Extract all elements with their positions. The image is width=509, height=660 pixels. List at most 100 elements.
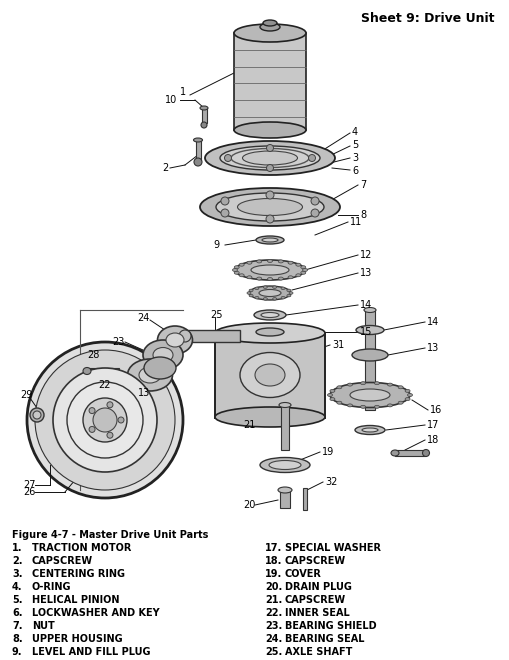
Circle shape [310,209,319,217]
Ellipse shape [360,405,365,409]
Text: COVER: COVER [285,569,321,579]
Ellipse shape [254,287,259,290]
Bar [234,33,305,130]
Text: CAPSCREW: CAPSCREW [285,556,346,566]
Ellipse shape [354,426,384,434]
Text: 11: 11 [349,217,361,227]
Ellipse shape [254,296,259,299]
Text: 23: 23 [112,337,124,347]
Text: 24.: 24. [265,634,281,644]
Ellipse shape [267,259,272,263]
Bar [302,488,306,510]
Ellipse shape [268,461,300,469]
Ellipse shape [387,404,392,407]
Ellipse shape [144,357,176,379]
Bar [195,140,201,160]
Text: 7: 7 [359,180,365,190]
Circle shape [89,408,95,414]
Ellipse shape [219,146,319,170]
Text: 23.: 23. [265,621,281,631]
Text: 24: 24 [137,313,149,323]
Text: HELICAL PINION: HELICAL PINION [32,595,119,605]
Text: 5: 5 [351,140,357,150]
Text: BEARING SEAL: BEARING SEAL [285,634,364,644]
Ellipse shape [278,277,283,280]
Ellipse shape [240,352,299,397]
Text: 3.: 3. [12,569,22,579]
Circle shape [266,145,273,152]
Text: LOCKWASHER AND KEY: LOCKWASHER AND KEY [32,608,159,618]
Circle shape [83,398,127,442]
Bar [279,490,290,508]
Text: CAPSCREW: CAPSCREW [285,595,346,605]
Ellipse shape [253,310,286,320]
Circle shape [33,411,41,419]
Ellipse shape [234,24,305,42]
Ellipse shape [246,276,251,279]
Text: 22.: 22. [265,608,281,618]
Ellipse shape [237,199,302,216]
Ellipse shape [242,151,297,165]
Ellipse shape [239,263,244,266]
Ellipse shape [347,383,352,386]
Text: 20: 20 [242,500,255,510]
Ellipse shape [234,271,239,275]
Circle shape [266,164,273,172]
Ellipse shape [355,325,383,335]
Ellipse shape [288,261,293,264]
Ellipse shape [374,381,379,385]
Ellipse shape [329,389,334,393]
Ellipse shape [143,340,183,370]
Text: 12: 12 [359,250,372,260]
Ellipse shape [278,403,291,407]
Circle shape [308,154,315,162]
Text: O-RING: O-RING [32,582,71,592]
Text: 13: 13 [426,343,438,353]
Text: 6.: 6. [12,608,22,618]
Text: BEARING SHIELD: BEARING SHIELD [285,621,376,631]
Text: 9: 9 [213,240,219,250]
Ellipse shape [259,290,280,296]
Ellipse shape [256,236,284,244]
Ellipse shape [263,298,267,300]
Text: 15: 15 [359,327,372,337]
Ellipse shape [349,389,389,401]
Ellipse shape [239,274,244,277]
Ellipse shape [363,308,375,312]
Text: 10: 10 [165,95,177,105]
Bar [215,333,324,418]
Ellipse shape [254,364,285,386]
Text: 21: 21 [242,420,255,430]
Circle shape [193,158,202,166]
Ellipse shape [215,407,324,427]
Ellipse shape [351,349,387,361]
Text: AXLE SHAFT: AXLE SHAFT [285,647,352,657]
Bar [202,108,207,123]
Text: 25.: 25. [265,647,281,657]
Ellipse shape [329,383,409,407]
Circle shape [266,191,273,199]
Ellipse shape [248,289,252,292]
Ellipse shape [390,450,398,456]
Ellipse shape [387,383,392,386]
Ellipse shape [139,367,161,383]
Ellipse shape [278,260,283,263]
Text: 4: 4 [351,127,357,137]
Ellipse shape [336,401,341,404]
Text: 14: 14 [359,300,372,310]
Text: 14: 14 [426,317,438,327]
Bar [364,310,374,410]
Text: NUT: NUT [32,621,54,631]
Text: 22: 22 [98,380,110,390]
Ellipse shape [260,23,279,31]
Ellipse shape [302,269,307,271]
Text: Sheet 9: Drive Unit: Sheet 9: Drive Unit [361,12,494,25]
Text: 1: 1 [180,87,186,97]
Text: 18.: 18. [265,556,282,566]
Ellipse shape [327,393,332,397]
Ellipse shape [404,389,409,393]
Ellipse shape [407,393,412,397]
Text: 32: 32 [324,477,337,487]
Circle shape [220,197,229,205]
Text: 16: 16 [429,405,441,415]
